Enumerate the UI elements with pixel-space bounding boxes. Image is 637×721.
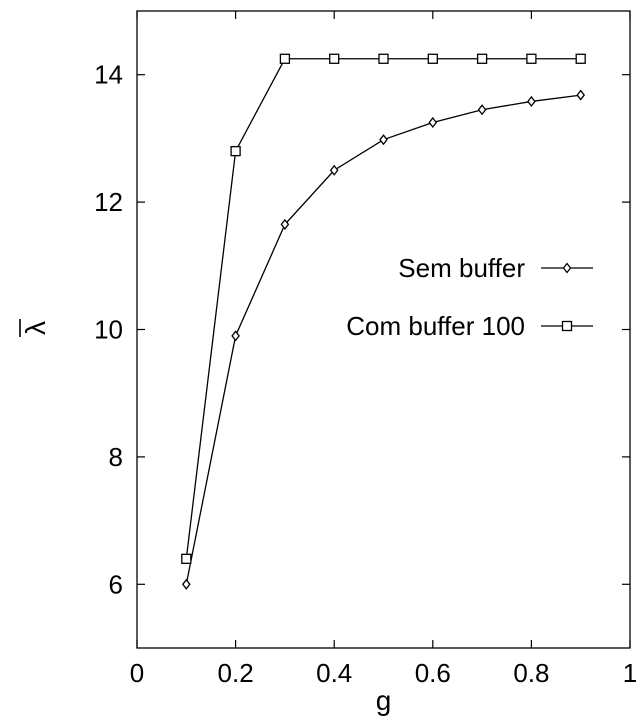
- legend: Sem buffer Com buffer 100: [346, 253, 593, 341]
- y-tick-label: 10: [94, 315, 123, 345]
- x-tick-label: 0: [130, 658, 144, 688]
- data-point: [526, 53, 537, 64]
- legend-item: Sem buffer: [398, 253, 593, 283]
- y-tick-label: 6: [109, 569, 123, 599]
- series-line: [185, 58, 581, 559]
- data-point: [279, 53, 291, 64]
- series-layer: [181, 53, 586, 590]
- y-tick-label: 12: [94, 187, 123, 217]
- y-axis-label-group: λ: [19, 319, 51, 337]
- data-point: [230, 145, 241, 157]
- data-point: [527, 95, 536, 108]
- data-point: [427, 53, 438, 64]
- data-point: [329, 53, 340, 64]
- axis-ticks: 0 0.2 0.4 0.6 0.8 1 6 8 10 12 14: [94, 11, 637, 688]
- data-point: [575, 53, 586, 64]
- x-tick-label: 0.2: [218, 658, 254, 688]
- x-tick-label: 0.6: [415, 658, 451, 688]
- data-point: [329, 164, 339, 176]
- data-point: [576, 89, 586, 101]
- x-axis-label: g: [376, 685, 392, 716]
- data-point: [181, 553, 192, 564]
- data-point: [477, 104, 487, 116]
- series-1: [181, 89, 586, 590]
- legend-label: Sem buffer: [398, 253, 525, 283]
- x-tick-label: 1: [623, 658, 637, 688]
- data-point: [280, 218, 290, 230]
- data-point: [428, 116, 438, 129]
- data-point: [378, 53, 389, 64]
- y-tick-label: 14: [94, 60, 123, 90]
- data-point: [181, 578, 191, 590]
- y-tick-label: 8: [109, 442, 123, 472]
- legend-marker: [562, 262, 572, 274]
- x-tick-label: 0.4: [316, 658, 352, 688]
- legend-marker: [561, 320, 573, 332]
- data-point: [476, 53, 488, 64]
- legend-label: Com buffer 100: [346, 311, 525, 341]
- x-tick-label: 0.8: [513, 658, 549, 688]
- legend-item: Com buffer 100: [346, 311, 593, 341]
- data-point: [231, 330, 240, 342]
- series-2: [181, 53, 586, 564]
- y-axis-label: λ: [20, 321, 51, 335]
- data-point: [379, 134, 388, 146]
